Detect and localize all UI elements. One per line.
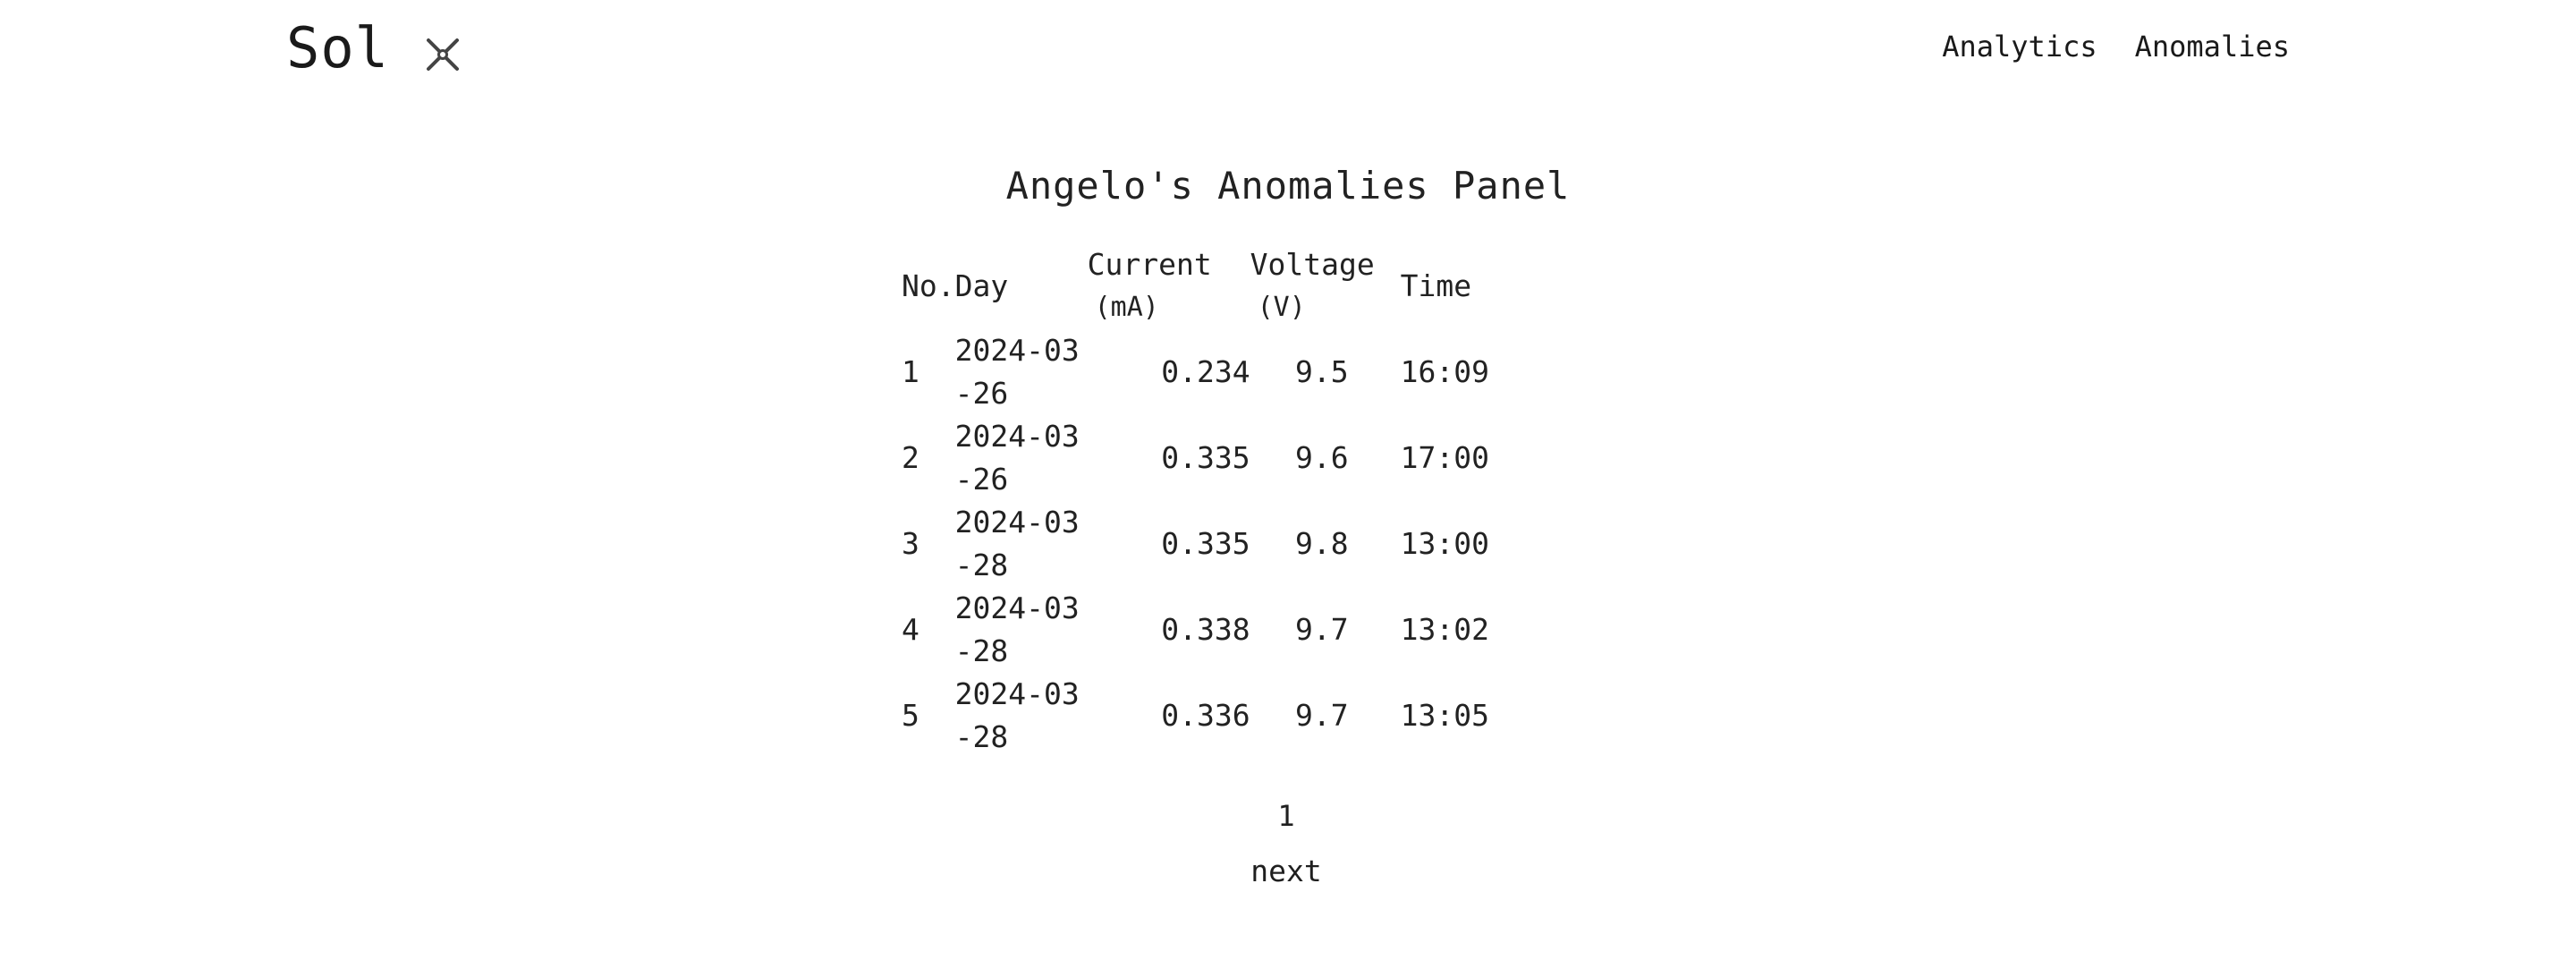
column-header-voltage: Voltage (V) [1250,243,1401,329]
table-row: 1 2024-03-26 0.234 9.5 16:09 [902,329,1499,415]
column-header-current-label: Current [1087,247,1212,282]
cell-current: 0.338 [1161,612,1250,647]
nav-link-anomalies[interactable]: Anomalies [2134,30,2290,64]
column-header-day: Day [954,268,1009,303]
pagination: 1 next [0,794,2576,893]
column-header-time: Time [1400,268,1472,303]
table-row: 2 2024-03-26 0.335 9.6 17:00 [902,415,1499,501]
cell-voltage: 9.7 [1295,698,1349,733]
cell-voltage: 9.8 [1295,526,1349,561]
close-icon[interactable] [423,35,462,74]
column-header-voltage-label: Voltage [1250,247,1375,282]
cell-no: 3 [902,526,919,561]
column-header-current-unit: (mA) [1094,292,1159,323]
anomalies-table: No. Day Current (mA) Voltage (V) Time 1 … [902,243,1499,759]
main-nav: Analytics Anomalies [1942,25,2290,68]
cell-time: 13:05 [1400,698,1489,733]
table-header-row: No. Day Current (mA) Voltage (V) Time [902,243,1499,329]
next-page-link[interactable]: next [1250,854,1322,888]
cell-voltage: 9.7 [1295,612,1349,647]
cell-no: 4 [902,612,919,647]
cell-current: 0.234 [1161,354,1250,389]
cell-day: 2024-03-26 [954,333,1080,411]
cell-current: 0.335 [1161,440,1250,475]
cell-day: 2024-03-28 [954,505,1080,582]
brand-title[interactable]: Sol [286,15,389,81]
cell-current: 0.335 [1161,526,1250,561]
page-title: Angelo's Anomalies Panel [1005,164,1571,208]
cell-time: 13:02 [1400,612,1489,647]
cell-no: 1 [902,354,919,389]
column-header-voltage-unit: (V) [1257,292,1306,323]
cell-voltage: 9.6 [1295,440,1349,475]
cell-no: 2 [902,440,919,475]
table-row: 5 2024-03-28 0.336 9.7 13:05 [902,673,1499,759]
cell-time: 16:09 [1400,354,1489,389]
table-row: 3 2024-03-28 0.335 9.8 13:00 [902,501,1499,587]
cell-day: 2024-03-28 [954,676,1080,754]
cell-day: 2024-03-26 [954,419,1080,497]
nav-link-analytics[interactable]: Analytics [1942,30,2097,64]
cell-time: 13:00 [1400,526,1489,561]
cell-day: 2024-03-28 [954,590,1080,668]
column-header-no: No. [902,268,955,303]
cell-voltage: 9.5 [1295,354,1349,389]
table-row: 4 2024-03-28 0.338 9.7 13:02 [902,587,1499,673]
page-number-link[interactable]: 1 [1277,799,1295,833]
cell-no: 5 [902,698,919,733]
brand: Sol [286,11,462,86]
column-header-current: Current (mA) [1088,243,1250,329]
cell-current: 0.336 [1161,698,1250,733]
top-header: Sol Analytics Anomalies [286,7,2290,88]
cell-time: 17:00 [1400,440,1489,475]
